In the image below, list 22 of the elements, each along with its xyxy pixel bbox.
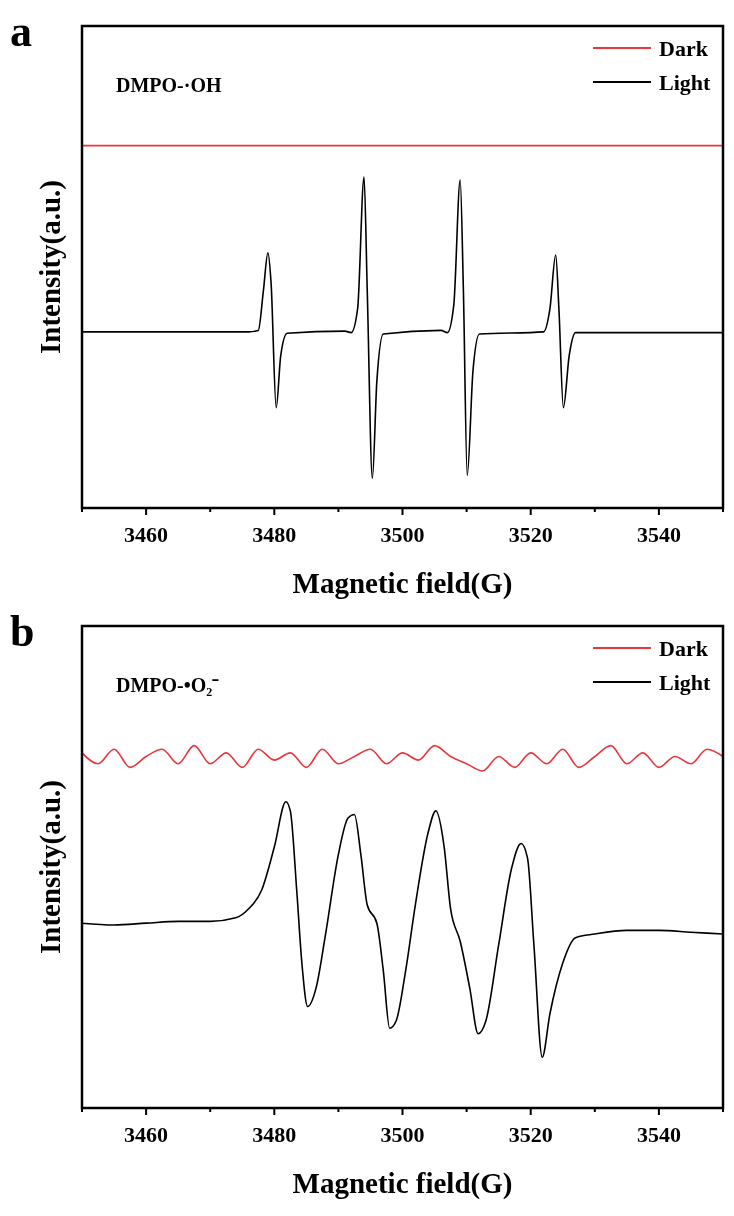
x-tick-label: 3460 [124,1122,169,1147]
x-tick-label: 3500 [380,1122,425,1147]
legend-label: Dark [659,636,709,661]
text: DMPO-·OH [116,74,222,96]
x-tick-label: 3500 [380,522,425,547]
legend-label: Dark [659,36,709,61]
x-tick-label: 3540 [636,1122,681,1147]
text: DMPO-•O₂⁻ [116,674,220,696]
y-axis-title: Intensity(a.u.) [34,779,67,955]
x-axis-title: Magnetic field(G) [292,567,513,600]
x-tick-label: 3540 [636,522,681,547]
x-axis-title: Magnetic field(G) [292,1167,513,1200]
chart-title: b [10,607,35,656]
x-tick-label: 3460 [124,522,169,547]
chart-title: a [10,7,32,56]
x-tick-label: 3480 [252,1122,297,1147]
legend-label: Light [659,670,712,695]
x-tick-label: 3520 [508,1122,553,1147]
legend-label: Light [659,70,712,95]
x-tick-label: 3520 [508,522,553,547]
x-tick-label: 3480 [252,522,297,547]
y-axis-title: Intensity(a.u.) [34,179,67,355]
